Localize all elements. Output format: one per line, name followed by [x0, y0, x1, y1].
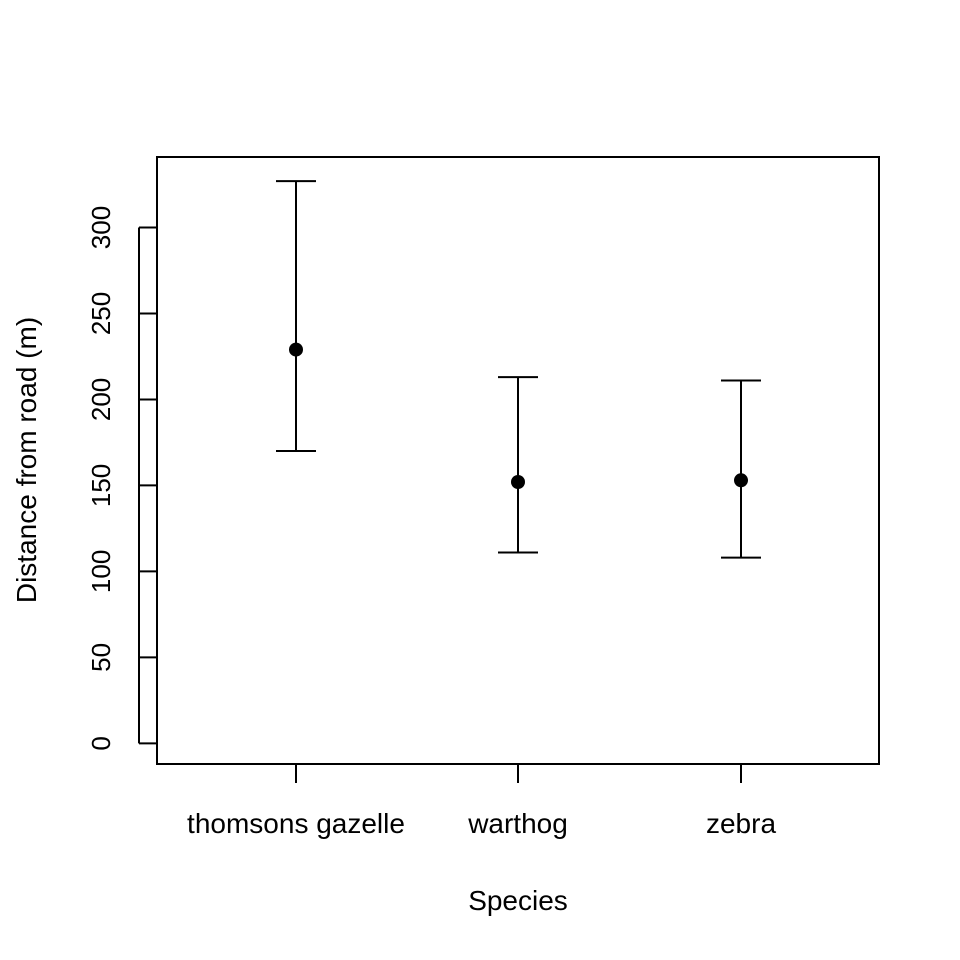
mean-point-2: [511, 474, 525, 489]
y-tick-label: 300: [86, 206, 116, 249]
y-axis: 0 50 100 150 200 250 300: [86, 206, 157, 751]
mean-point-1: [289, 342, 303, 357]
y-tick-label: 200: [86, 378, 116, 421]
y-tick-label: 250: [86, 292, 116, 335]
x-tick-label: warthog: [467, 808, 568, 839]
y-tick-label: 0: [86, 736, 116, 750]
y-axis-title: Distance from road (m): [11, 317, 42, 603]
data-marks: [276, 180, 761, 559]
mean-point-3: [734, 473, 748, 488]
x-tick-label: thomsons gazelle: [187, 808, 405, 839]
x-axis: thomsons gazelle warthog zebra: [187, 764, 776, 839]
y-tick-label: 100: [86, 550, 116, 593]
y-tick-label: 150: [86, 464, 116, 507]
x-tick-label: zebra: [706, 808, 776, 839]
x-axis-title: Species: [468, 885, 568, 916]
y-tick-label: 50: [86, 643, 116, 672]
